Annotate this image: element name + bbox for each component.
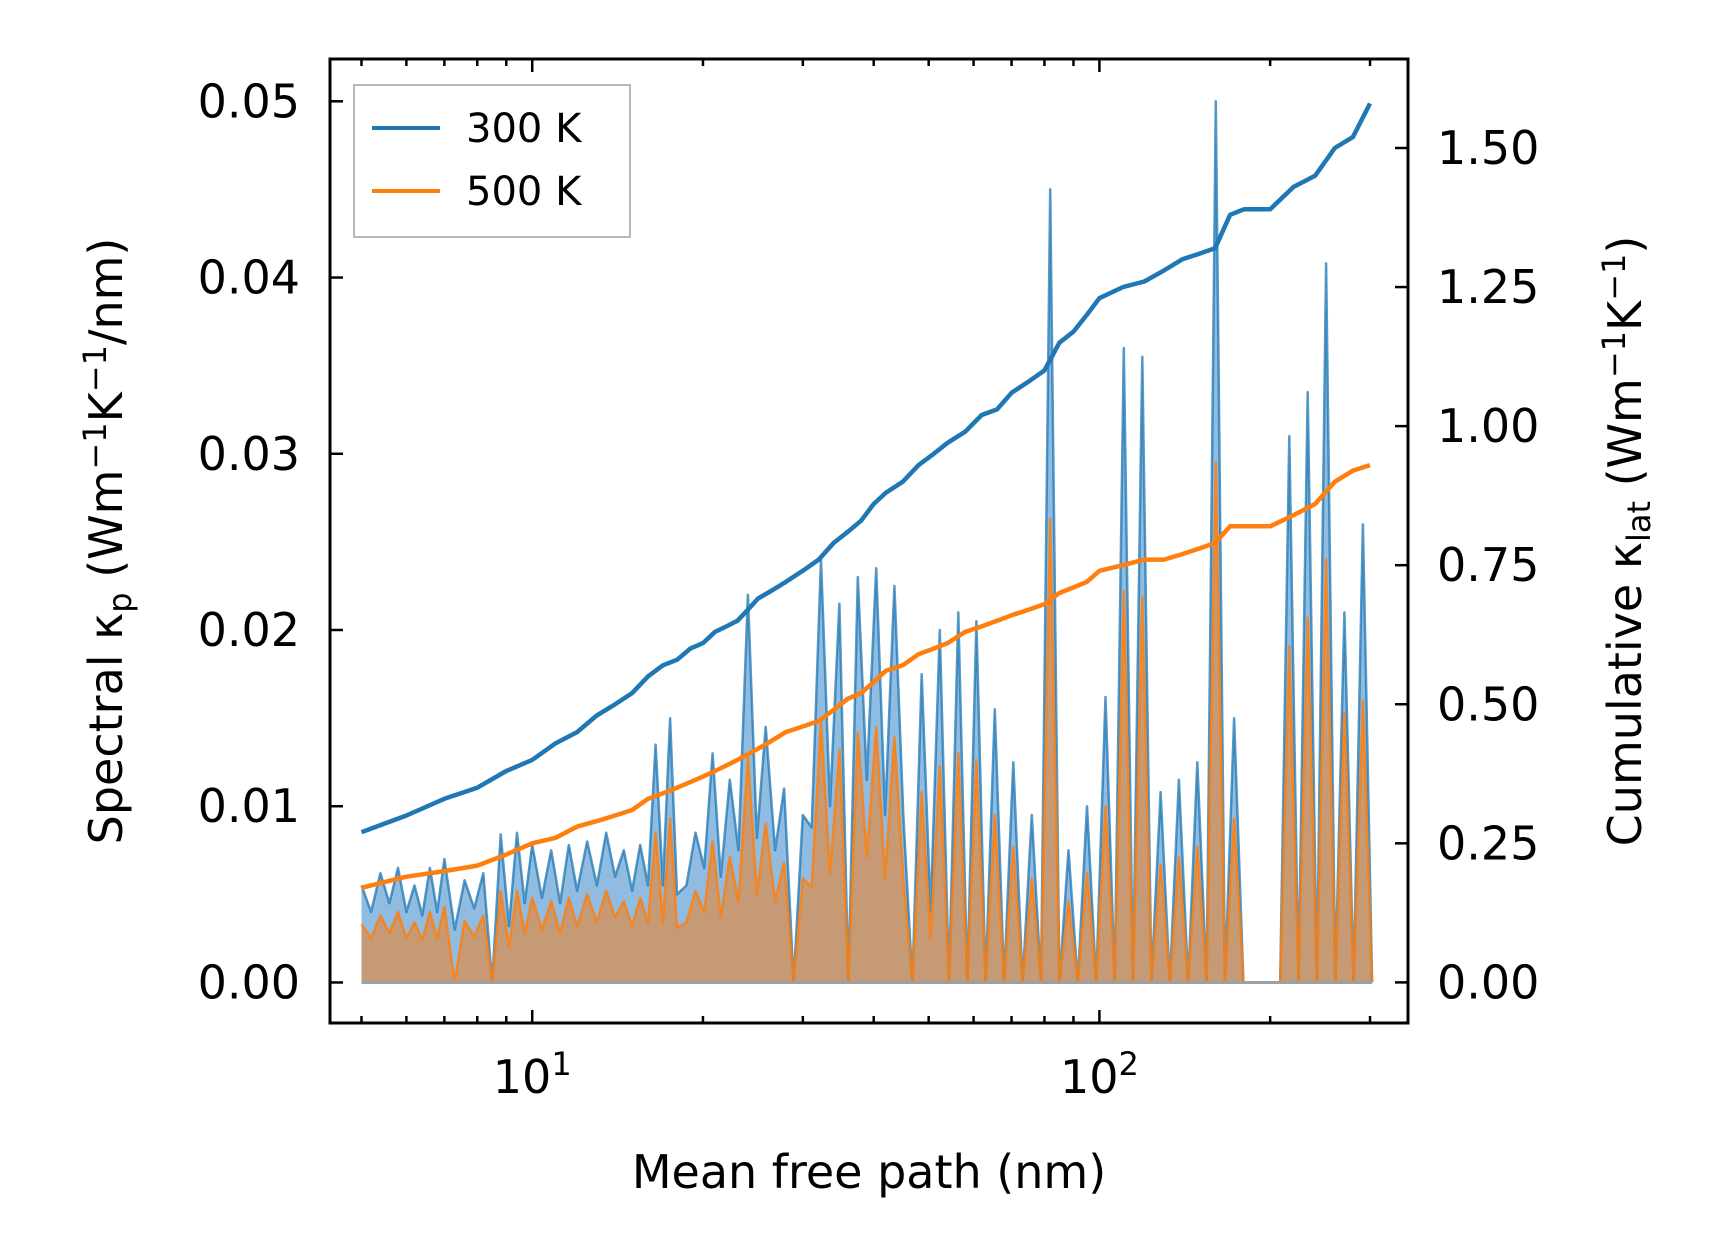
left-y-tick-label: 0.05 [198,74,300,128]
legend: 300 K 500 K [353,84,631,238]
x-tick-label: 101 [493,1045,572,1104]
spectral-line-500k [360,461,1374,984]
right-y-tick-label: 1.00 [1437,399,1539,453]
x-axis-label: Mean free path (nm) [632,1145,1106,1199]
x-tick-label-exponent: 1 [551,1045,571,1083]
left-y-tick-label: 0.02 [198,603,300,657]
legend-label-500k: 500 K [466,169,583,215]
left-y-label-sub: p [101,592,139,612]
right-y-label-sup1: −1 [1595,331,1633,378]
left-y-label-units-post: /nm) [79,238,133,345]
fill-500k [361,462,1373,983]
left-y-tick-label: 0.00 [198,955,300,1009]
cumulative-line-300k [360,102,1373,835]
right-y-label-units-mid: K [1598,299,1652,331]
plot-frame [328,57,1410,1025]
right-y-axis-label: Cumulative κlat (Wm−1K−1) [1595,236,1658,847]
right-y-label-sup2: −1 [1595,254,1633,301]
legend-label-300k: 300 K [466,106,583,152]
left-y-tick-label: 0.03 [198,427,300,481]
x-tick-label-base: 10 [493,1050,552,1104]
x-tick-label-base: 10 [1060,1050,1119,1104]
left-y-axis-label: Spectral κp (Wm−1K−1/nm) [76,238,139,845]
spectral-line-300k [360,100,1374,984]
right-y-tick-label: 0.50 [1437,677,1539,731]
right-y-tick-label: 1.50 [1437,121,1539,175]
left-y-label-sup1: −1 [76,422,114,469]
right-y-tick-label: 0.75 [1437,538,1539,592]
right-y-tick-label: 0.00 [1437,955,1539,1009]
left-y-label-units-pre: (Wm [79,470,133,593]
legend-box [353,84,631,238]
left-y-label-units-mid: K [79,390,133,422]
right-y-label-sub: lat [1620,501,1658,542]
cumulative-line-500k [360,462,1371,890]
x-tick-label: 102 [1060,1045,1139,1104]
right-y-label-units-pre: (Wm [1598,378,1652,501]
left-y-label-sup2: −1 [76,345,114,392]
axis-tick-labels: 101 1020.000.010.020.030.040.050.000.250.… [198,74,1540,1104]
axis-ticks [330,59,1408,1023]
left-y-tick-label: 0.04 [198,251,300,305]
right-y-tick-label: 1.25 [1437,260,1539,314]
right-y-label-main: Cumulative κ [1598,542,1652,846]
right-y-tick-label: 0.25 [1437,816,1539,870]
left-y-label-main: Spectral κ [79,613,133,845]
right-y-label-units-post: ) [1598,236,1652,254]
data-lines [360,100,1374,984]
x-tick-label-exponent: 2 [1119,1045,1139,1083]
left-y-tick-label: 0.01 [198,779,300,833]
